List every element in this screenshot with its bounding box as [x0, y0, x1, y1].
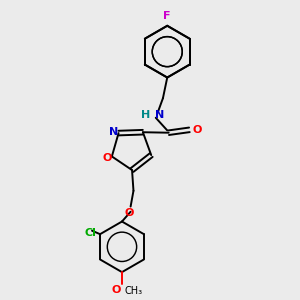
Text: F: F [164, 11, 171, 21]
Text: O: O [102, 153, 111, 163]
Text: O: O [193, 125, 202, 135]
Text: Cl: Cl [85, 228, 97, 238]
Text: O: O [124, 208, 134, 218]
Text: CH₃: CH₃ [125, 286, 143, 296]
Text: O: O [111, 285, 121, 295]
Text: N: N [109, 127, 118, 136]
Text: H: H [141, 110, 151, 121]
Text: N: N [155, 110, 164, 121]
